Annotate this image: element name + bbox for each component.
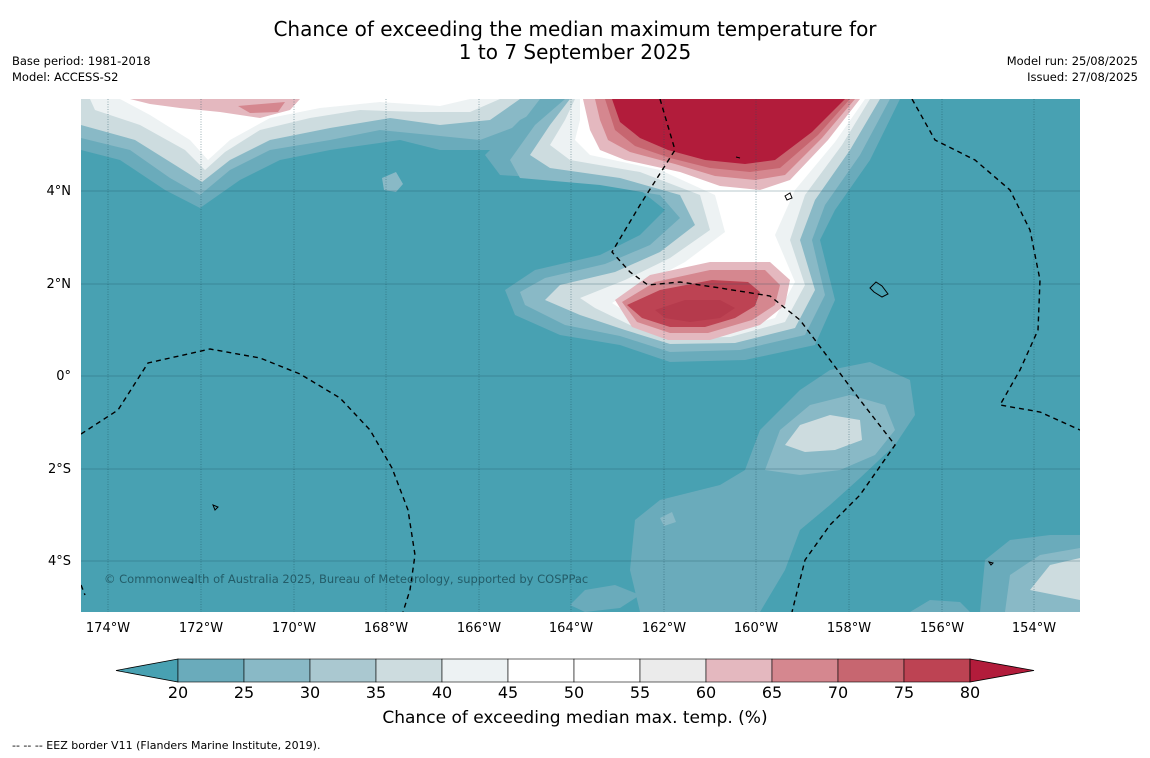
colorbar-segment (375, 658, 443, 683)
latitude-label: 4°N (46, 184, 72, 199)
graticule (107, 99, 1035, 612)
longitude-label: 170°W (271, 621, 317, 636)
latitude-label: 2°S (47, 462, 71, 477)
longitude-label: 164°W (548, 621, 594, 636)
colorbar-tick-label: 50 (563, 683, 585, 702)
longitude-label: 172°W (178, 621, 224, 636)
issued-text: Issued: 27/08/2025 (1027, 70, 1138, 84)
map-field (81, 99, 1080, 612)
colorbar-tick-label: 25 (233, 683, 255, 702)
base-period-text: Base period: 1981-2018 (12, 54, 151, 68)
longitude-label: 158°W (826, 621, 872, 636)
model-run-text: Model run: 25/08/2025 (1006, 54, 1138, 68)
colorbar-segment (441, 658, 509, 683)
colorbar-segment (705, 658, 773, 683)
graticule-lat (81, 190, 1080, 562)
colorbar-tick-label: 70 (827, 683, 849, 702)
colorbar-segment (177, 658, 245, 683)
eez-footnote: -- -- -- EEZ border V11 (Flanders Marine… (12, 739, 321, 752)
eez-borders (81, 99, 1080, 612)
anomaly-top-left (81, 99, 560, 208)
anomaly-bottom-right (910, 535, 1080, 612)
colorbar-tick-label: 30 (299, 683, 321, 702)
latitude-label: 2°N (46, 277, 72, 292)
islands (188, 156, 994, 584)
colorbar-tick-label: 55 (629, 683, 651, 702)
colorbar-extend-high (969, 658, 1035, 683)
colorbar-segment (507, 658, 575, 683)
colorbar-tick-label: 20 (167, 683, 189, 702)
latitude-label: 4°S (47, 554, 71, 569)
map-title: Chance of exceeding the median maximum t… (0, 18, 1150, 64)
colorbar-label: Chance of exceeding median max. temp. (%… (382, 708, 768, 728)
colorbar-tick-label: 35 (365, 683, 387, 702)
longitude-label: 154°W (1011, 621, 1057, 636)
colorbar-segment (243, 658, 311, 683)
colorbar-tick-label: 45 (497, 683, 519, 702)
colorbar-segment (309, 658, 377, 683)
colorbar-segment (771, 658, 839, 683)
colorbar-segment (903, 658, 971, 683)
colorbar-segment (573, 658, 641, 683)
anomaly-top-center (485, 99, 900, 362)
colorbar-tick-label: 40 (431, 683, 453, 702)
model-text: Model: ACCESS-S2 (12, 70, 119, 84)
longitude-label: 174°W (85, 621, 131, 636)
latitude-label: 0° (56, 369, 71, 384)
title-line-2: 1 to 7 September 2025 (458, 40, 692, 64)
colorbar (115, 658, 1035, 683)
longitude-label: 156°W (919, 621, 965, 636)
colorbar-tick-label: 75 (893, 683, 915, 702)
longitude-label: 162°W (641, 621, 687, 636)
meta-left: Base period: 1981-2018 Model: ACCESS-S2 (12, 53, 151, 85)
anomaly-bottom-center (570, 362, 915, 612)
colorbar-segment (639, 658, 707, 683)
meta-right: Model run: 25/08/2025 Issued: 27/08/2025 (1007, 53, 1138, 85)
colorbar-tick-label: 80 (959, 683, 981, 702)
longitude-label: 168°W (363, 621, 409, 636)
colorbar-extend-low (115, 658, 179, 683)
colorbar-segment (837, 658, 905, 683)
longitude-label: 160°W (733, 621, 779, 636)
title-line-1: Chance of exceeding the median maximum t… (273, 17, 877, 41)
colorbar-tick-label: 65 (761, 683, 783, 702)
colorbar-tick-label: 60 (695, 683, 717, 702)
copyright-notice: © Commonwealth of Australia 2025, Bureau… (104, 572, 589, 586)
longitude-label: 166°W (456, 621, 502, 636)
